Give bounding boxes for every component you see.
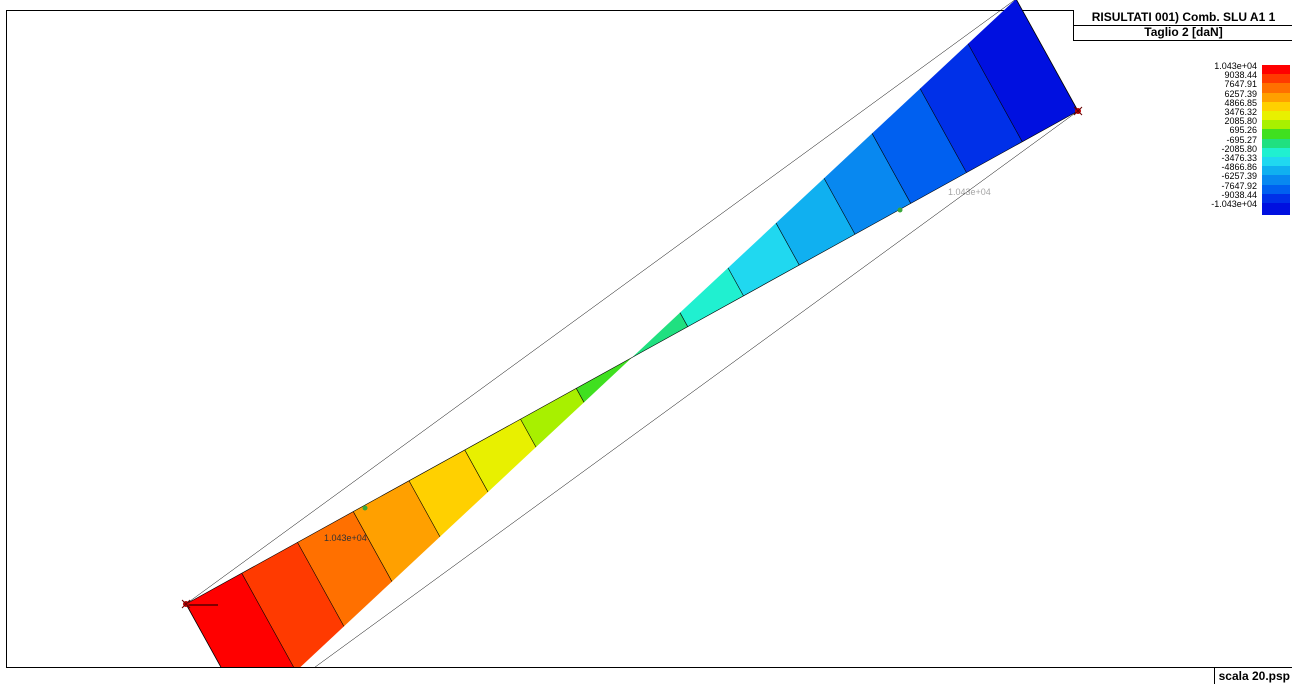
shear-band — [409, 449, 488, 537]
legend-value: 3476.32 — [1224, 107, 1257, 117]
shear-band — [632, 312, 688, 358]
legend-entry: 1.043e+04 — [1160, 61, 1292, 77]
legend-entry: -3476.33 — [1160, 153, 1292, 169]
value-label-left: 1.043e+04 — [324, 533, 367, 543]
legend-swatch — [1262, 92, 1290, 105]
legend-value: 1.043e+04 — [1214, 61, 1257, 71]
legend-entry: 3476.32 — [1160, 107, 1292, 123]
beam-axis — [185, 110, 1079, 605]
legend-value: -695.27 — [1226, 134, 1257, 145]
legend-swatch — [1262, 193, 1290, 206]
max-point-right — [897, 207, 903, 213]
legend-entry: -9038.44 — [1160, 189, 1292, 206]
legend-entry: 9038.44 — [1160, 70, 1292, 87]
legend-entry: 695.26 — [1160, 125, 1292, 142]
legend-entry: -6257.39 — [1160, 171, 1292, 188]
band-separator — [241, 573, 297, 672]
legend-swatch — [1262, 111, 1290, 123]
legend-swatch — [1262, 175, 1290, 188]
band-separator — [408, 480, 441, 537]
legend-value: -1.043e+04 — [1211, 199, 1257, 209]
band-separator — [967, 43, 1023, 142]
legend-swatch — [1262, 120, 1290, 133]
shear-band — [353, 480, 440, 582]
node-marker-right[interactable] — [1073, 106, 1083, 116]
shear-band — [241, 542, 344, 672]
band-separator — [823, 178, 856, 235]
legend-value: -3476.33 — [1221, 153, 1257, 163]
value-label-right: 1.043e+04 — [948, 187, 991, 197]
diagram-outline — [1016, 0, 1079, 112]
legend-value: -2085.80 — [1221, 143, 1257, 154]
legend-swatch — [1262, 157, 1290, 169]
legend-swatch — [1262, 138, 1290, 151]
legend-swatch — [1262, 166, 1290, 179]
band-separator — [297, 542, 345, 627]
legend-swatch — [1262, 65, 1290, 77]
legend-entry: 2085.80 — [1160, 116, 1292, 133]
legend-entry: -2085.80 — [1160, 143, 1292, 160]
shear-band — [872, 88, 967, 204]
shear-band — [968, 0, 1078, 142]
results-subtitle: Taglio 2 [daN] — [1144, 25, 1223, 39]
legend-swatch — [1262, 101, 1290, 114]
shear-band — [576, 357, 632, 403]
shear-band — [186, 573, 296, 684]
legend-swatch — [1262, 74, 1290, 87]
band-separator — [679, 312, 689, 327]
shear-band — [824, 133, 911, 235]
shear-band — [776, 178, 855, 266]
legend-entry: 4866.85 — [1160, 97, 1292, 114]
band-separator — [775, 222, 800, 266]
drawing-frame — [6, 10, 1292, 684]
legend-swatch — [1262, 147, 1290, 160]
shear-band — [920, 43, 1023, 173]
legend-swatch — [1262, 129, 1290, 142]
legend-entry: -4866.86 — [1160, 162, 1292, 179]
shear-band — [297, 511, 392, 627]
shear-band — [520, 388, 584, 448]
legend-value: 4866.85 — [1224, 97, 1257, 108]
band-separator — [464, 449, 489, 493]
band-separator — [520, 418, 537, 448]
legend-swatch — [1262, 184, 1290, 197]
legend-entry: -7647.92 — [1160, 180, 1292, 197]
scale-label: scala 20.psp — [1213, 668, 1290, 684]
legend-swatch — [1262, 203, 1290, 215]
node-marker-left[interactable] — [181, 599, 191, 609]
legend-value: 6257.39 — [1224, 88, 1257, 99]
legend-entry: -695.27 — [1160, 134, 1292, 151]
band-separator — [575, 388, 585, 403]
shear-band — [728, 223, 800, 296]
shear-band — [464, 419, 536, 492]
legend-value: 9038.44 — [1224, 70, 1257, 81]
status-bar: scala 20.psp — [6, 667, 1292, 684]
band-separator — [871, 133, 912, 204]
legend-entry: 6257.39 — [1160, 88, 1292, 105]
legend-swatch — [1262, 83, 1290, 96]
band-separator — [919, 88, 967, 173]
legend-value: -7647.92 — [1221, 180, 1257, 191]
legend-value: -4866.86 — [1221, 162, 1257, 173]
max-point-left — [362, 505, 368, 511]
results-title-box: RISULTATI 001) Comb. SLU A1 1 Taglio 2 [… — [1073, 10, 1292, 41]
legend-value: 7647.91 — [1224, 79, 1257, 90]
diagram-outline — [291, 110, 1079, 684]
results-title: RISULTATI 001) Comb. SLU A1 1 — [1074, 10, 1292, 26]
beam-member — [181, 106, 1083, 609]
diagram-outline — [185, 603, 231, 684]
legend-entry: 7647.91 — [1160, 79, 1292, 96]
legend-value: 2085.80 — [1224, 116, 1257, 127]
shear-diagram — [185, 0, 1079, 684]
legend-value: -6257.39 — [1221, 171, 1257, 182]
legend-value: -9038.44 — [1221, 189, 1257, 200]
band-separator — [352, 511, 393, 582]
shear-band — [680, 267, 744, 327]
legend-value: 695.26 — [1229, 125, 1257, 136]
diagram-outline — [185, 0, 1016, 605]
legend-entry: -1.043e+04 — [1160, 199, 1292, 215]
band-separator — [727, 267, 744, 297]
